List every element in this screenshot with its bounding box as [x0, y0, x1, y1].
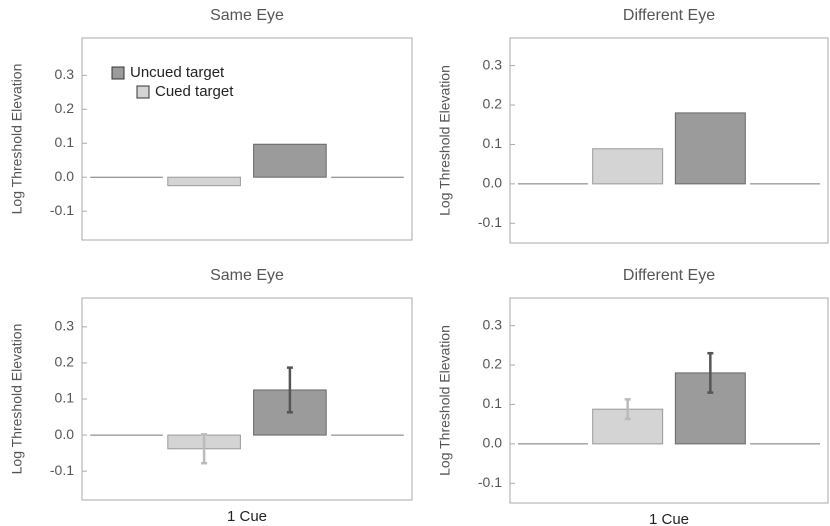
y-tick-label: 0.0 — [55, 426, 75, 442]
y-tick-label: 0.1 — [483, 135, 503, 151]
panel-title: Different Eye — [623, 7, 715, 24]
error-bar — [201, 433, 208, 465]
legend-label: Cued target — [155, 83, 234, 100]
y-tick-label: 0.0 — [483, 175, 503, 191]
panel-title: Same Eye — [210, 7, 284, 24]
panel-title: Same Eye — [210, 267, 284, 284]
y-axis-label: Log Threshold Elevation — [9, 64, 25, 215]
y-tick-label: -0.1 — [478, 474, 502, 490]
y-axis-label: Log Threshold Elevation — [9, 324, 25, 475]
y-tick-label: -0.1 — [478, 214, 502, 230]
error-bar — [286, 366, 293, 414]
y-tick-label: -0.1 — [50, 462, 74, 478]
y-tick-label: 0.2 — [55, 354, 75, 370]
legend-swatch — [111, 66, 125, 80]
plot-frame — [509, 37, 829, 244]
y-tick-label: 0.0 — [483, 435, 503, 451]
y-tick-label: 0.1 — [55, 134, 75, 150]
y-tick-label: -0.1 — [50, 202, 74, 218]
y-axis-label: Log Threshold Elevation — [437, 65, 453, 216]
y-tick-label: 0.3 — [55, 318, 75, 334]
x-tick-label: 1 Cue — [227, 508, 267, 525]
legend-label: Uncued target — [130, 64, 225, 81]
y-tick-label: 0.1 — [55, 390, 75, 406]
plot-frame — [509, 297, 829, 504]
y-tick-label: 0.3 — [483, 56, 503, 72]
y-tick-label: 0.0 — [55, 168, 75, 184]
y-tick-label: 0.3 — [483, 316, 503, 332]
legend-swatch — [136, 85, 150, 99]
error-bar — [707, 351, 714, 394]
bar — [167, 176, 241, 187]
error-bar — [624, 398, 631, 421]
y-axis-label: Log Threshold Elevation — [437, 325, 453, 476]
panel-title: Different Eye — [623, 267, 715, 284]
y-tick-label: 0.2 — [483, 96, 503, 112]
y-tick-label: 0.2 — [55, 100, 75, 116]
plot-frame — [81, 297, 413, 501]
y-tick-label: 0.1 — [483, 395, 503, 411]
y-tick-label: 0.3 — [55, 66, 75, 82]
bar — [674, 112, 746, 185]
bar — [592, 148, 664, 185]
bar — [253, 143, 327, 178]
plot-frame — [81, 37, 413, 241]
y-tick-label: 0.2 — [483, 356, 503, 372]
x-tick-label: 1 Cue — [649, 511, 689, 526]
